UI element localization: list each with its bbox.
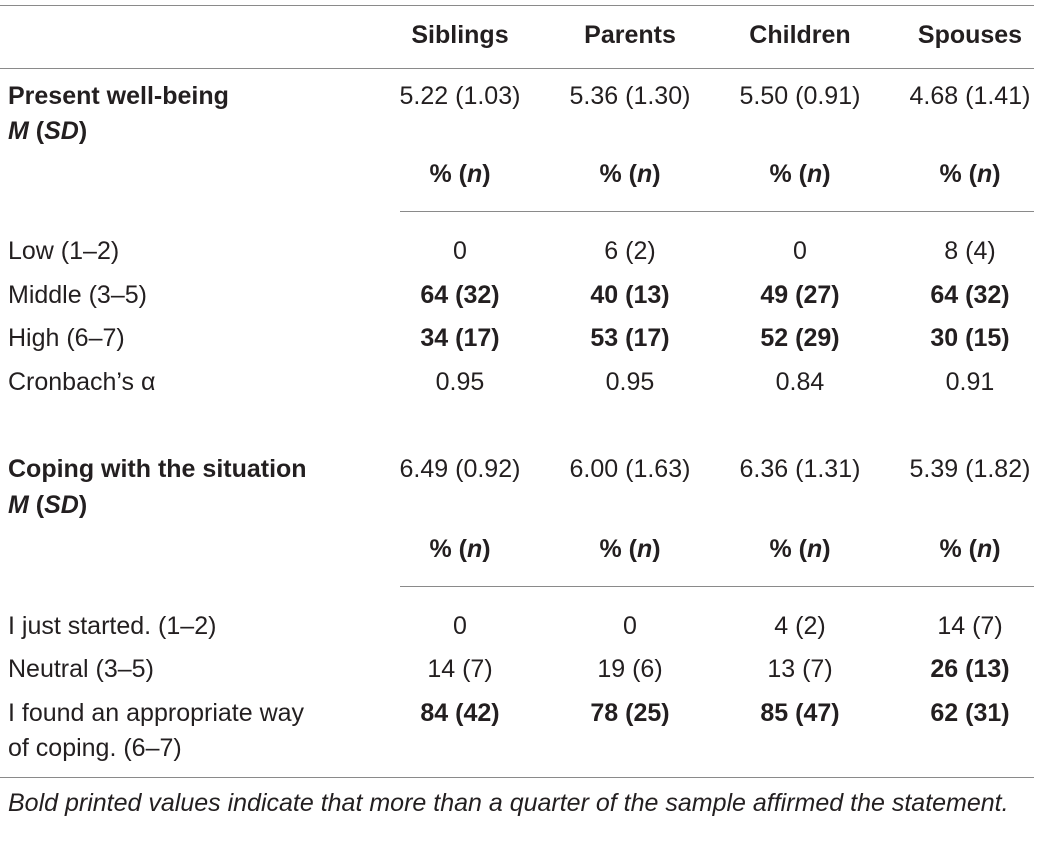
table-cell: 0.95 — [605, 368, 655, 396]
table-cell: 62 (31) — [930, 699, 1010, 727]
section1-title: Present well-being — [8, 82, 229, 110]
section1-mean-siblings: 5.22 (1.03) — [399, 82, 521, 110]
section1-stat-label: M (SD) — [8, 117, 88, 145]
table-cell: 0 — [453, 612, 467, 640]
table-cell: 84 (42) — [420, 699, 500, 727]
table-footnote: Bold printed values indicate that more t… — [8, 789, 1009, 817]
table-cell: 49 (27) — [760, 281, 840, 309]
section2-pct-header: % (n) — [939, 535, 1001, 563]
table-cell: 0 — [453, 237, 467, 265]
table-row-label: Middle (3–5) — [8, 281, 147, 309]
table-row-label: I just started. (1–2) — [8, 612, 217, 640]
table-cell: 14 (7) — [937, 612, 1003, 640]
section2-pct-header: % (n) — [599, 535, 661, 563]
col-header-parents: Parents — [584, 21, 676, 49]
table-row-label-cont: of coping. (6–7) — [8, 734, 182, 762]
table-cell: 53 (17) — [590, 324, 670, 352]
table-cell: 0.95 — [435, 368, 485, 396]
table-cell: 85 (47) — [760, 699, 840, 727]
section2-mean-siblings: 6.49 (0.92) — [399, 455, 521, 483]
section1-pct-header: % (n) — [939, 160, 1001, 188]
section2-pct-header: % (n) — [429, 535, 491, 563]
table-cell: 8 (4) — [944, 237, 996, 265]
table-cell: 0 — [623, 612, 637, 640]
table-cell: 13 (7) — [767, 655, 833, 683]
bottom-rule — [0, 777, 1034, 778]
table-cell: 64 (32) — [420, 281, 500, 309]
table-cell: 78 (25) — [590, 699, 670, 727]
section2-stat-label: M (SD) — [8, 491, 88, 519]
table-cell: 30 (15) — [930, 324, 1010, 352]
section2-pct-rule — [400, 586, 1034, 587]
table-cell: 14 (7) — [427, 655, 493, 683]
table-row-label: Neutral (3–5) — [8, 655, 154, 683]
section1-mean-spouses: 4.68 (1.41) — [909, 82, 1031, 110]
col-header-children: Children — [749, 21, 851, 49]
table-cell: 0.91 — [945, 368, 995, 396]
section1-pct-rule — [400, 211, 1034, 212]
section1-pct-header: % (n) — [769, 160, 831, 188]
table-cell: 52 (29) — [760, 324, 840, 352]
table-cell: 34 (17) — [420, 324, 500, 352]
top-rule — [0, 5, 1034, 6]
col-header-siblings: Siblings — [411, 21, 509, 49]
section2-pct-header: % (n) — [769, 535, 831, 563]
section1-mean-parents: 5.36 (1.30) — [569, 82, 691, 110]
table-row-label: Low (1–2) — [8, 237, 120, 265]
section1-pct-header: % (n) — [599, 160, 661, 188]
table-cell: 26 (13) — [930, 655, 1010, 683]
section2-mean-parents: 6.00 (1.63) — [569, 455, 691, 483]
section1-mean-children: 5.50 (0.91) — [739, 82, 861, 110]
table-cell: 6 (2) — [604, 237, 656, 265]
table-cell: 0.84 — [775, 368, 825, 396]
table-cell: 40 (13) — [590, 281, 670, 309]
header-rule — [0, 68, 1034, 69]
table-row-label: Cronbach’s α — [8, 368, 156, 396]
section2-mean-spouses: 5.39 (1.82) — [909, 455, 1031, 483]
table-cell: 0 — [793, 237, 807, 265]
table-cell: 4 (2) — [774, 612, 826, 640]
col-header-spouses: Spouses — [917, 21, 1023, 49]
section2-title: Coping with the situation — [8, 455, 307, 483]
table-cell: 19 (6) — [597, 655, 663, 683]
section1-pct-header: % (n) — [429, 160, 491, 188]
table-cell: 64 (32) — [930, 281, 1010, 309]
section2-mean-children: 6.36 (1.31) — [739, 455, 861, 483]
table-row-label: I found an appropriate way — [8, 699, 305, 727]
table-row-label: High (6–7) — [8, 324, 125, 352]
